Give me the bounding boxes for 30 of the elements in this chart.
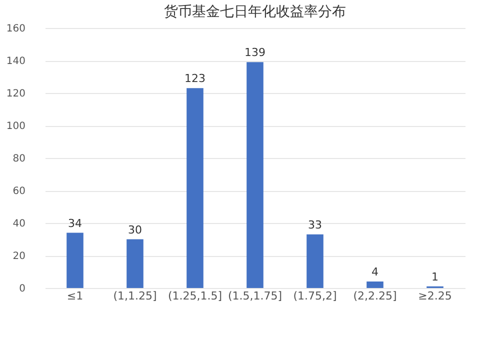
x-tick-label: (1.25,1.5]	[168, 290, 222, 302]
bar	[366, 282, 384, 288]
x-tick-label: (1,1.25]	[113, 290, 157, 302]
data-label: 30	[128, 223, 142, 236]
x-tick-label: ≤1	[66, 290, 84, 302]
y-tick-label: 140	[6, 56, 26, 67]
bar	[126, 239, 144, 288]
chart-title: 货币基金七日年化收益率分布	[164, 4, 346, 20]
x-tick-label: (1.75,2]	[293, 290, 337, 302]
y-tick-label: 60	[12, 186, 26, 197]
data-label: 34	[68, 216, 82, 230]
data-label: 33	[308, 218, 322, 232]
bar	[186, 88, 204, 288]
y-tick-label: 80	[12, 154, 26, 164]
data-label: 123	[184, 72, 206, 86]
data-label: 139	[244, 46, 266, 60]
bar	[306, 234, 324, 288]
data-label: 1	[432, 270, 438, 284]
x-tick-label: (1.5,1.75]	[228, 290, 282, 302]
y-tick-label: 120	[6, 88, 26, 100]
y-tick-label: 20	[12, 251, 26, 262]
bar	[66, 232, 84, 288]
y-tick-label: 160	[6, 24, 26, 34]
data-label: 4	[372, 266, 378, 278]
y-tick-label: 100	[6, 121, 26, 132]
y-tick-label: 40	[12, 218, 26, 230]
y-tick-label: 0	[19, 284, 26, 294]
x-tick-label: ≥2.25	[418, 290, 452, 302]
x-tick-label: (2,2.25]	[353, 290, 397, 302]
bar	[246, 62, 264, 288]
